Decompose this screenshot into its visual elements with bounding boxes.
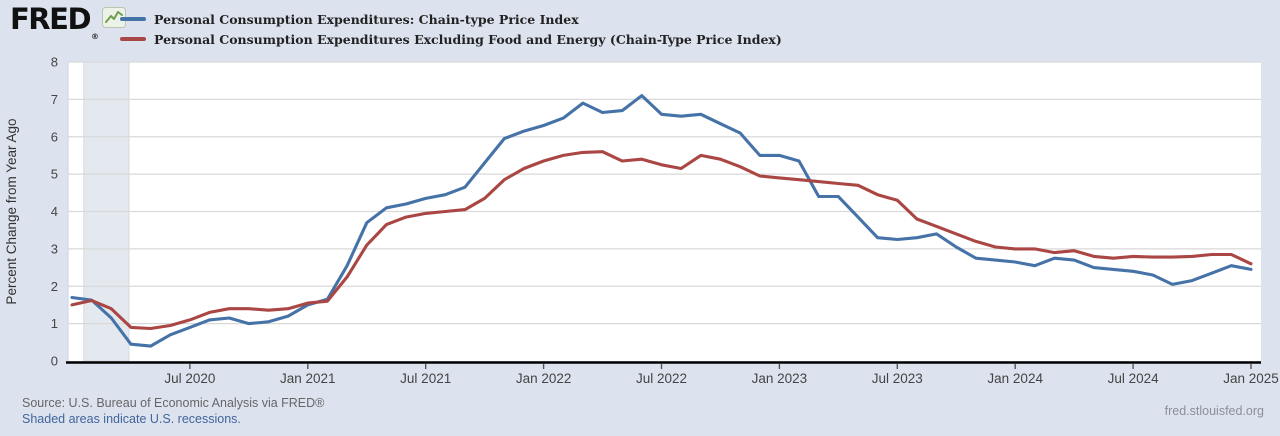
y-tick-label-3: 3 (51, 241, 58, 256)
legend-swatch-pce (120, 17, 146, 21)
y-tick-label-5: 5 (51, 167, 58, 182)
legend-label-pce: Personal Consumption Expenditures: Chain… (154, 11, 579, 27)
legend-item-pce[interactable]: Personal Consumption Expenditures: Chain… (120, 9, 782, 29)
fred-site-link[interactable]: fred.stlouisfed.org (1164, 404, 1264, 418)
legend-item-core-pce[interactable]: Personal Consumption Expenditures Exclud… (120, 29, 782, 49)
fred-sparkline-icon (102, 7, 127, 28)
chart-header: FRED ® Personal Consumption Expenditures:… (0, 0, 1280, 52)
y-tick-label-2: 2 (51, 279, 58, 294)
registered-mark: ® (91, 32, 100, 41)
x-tick-label-Jul 2021: Jul 2021 (400, 371, 451, 386)
legend-label-core-pce: Personal Consumption Expenditures Exclud… (154, 31, 782, 47)
x-tick-label-Jan 2023: Jan 2023 (752, 371, 808, 386)
x-tick-label-Jan 2024: Jan 2024 (987, 371, 1043, 386)
y-tick-label-6: 6 (51, 129, 58, 144)
x-tick-label-Jan 2025: Jan 2025 (1223, 371, 1279, 386)
x-tick-label-Jul 2022: Jul 2022 (636, 371, 687, 386)
source-note: Source: U.S. Bureau of Economic Analysis… (22, 396, 325, 410)
y-axis-title: Percent Change from Year Ago (4, 118, 19, 304)
y-tick-label-7: 7 (51, 92, 58, 107)
series-line-pce[interactable] (70, 94, 1253, 348)
fred-logo-text: FRED (10, 2, 92, 36)
x-tick-label-Jul 2020: Jul 2020 (164, 371, 215, 386)
fred-logo[interactable]: FRED ® (10, 2, 127, 52)
chart-legend: Personal Consumption Expenditures: Chain… (120, 9, 782, 49)
x-tick-label-Jan 2021: Jan 2021 (280, 371, 336, 386)
x-tick-label-Jul 2024: Jul 2024 (1108, 371, 1160, 386)
series-line-core-pce[interactable] (70, 150, 1253, 331)
y-tick-label-4: 4 (51, 204, 58, 219)
x-tick-label-Jan 2022: Jan 2022 (516, 371, 572, 386)
y-tick-label-1: 1 (51, 316, 58, 331)
y-tick-label-0: 0 (51, 354, 58, 369)
recession-note-link[interactable]: Shaded areas indicate U.S. recessions. (22, 412, 241, 426)
legend-swatch-core-pce (120, 37, 146, 41)
x-tick-label-Jul 2023: Jul 2023 (872, 371, 923, 386)
y-tick-label-8: 8 (51, 55, 58, 70)
